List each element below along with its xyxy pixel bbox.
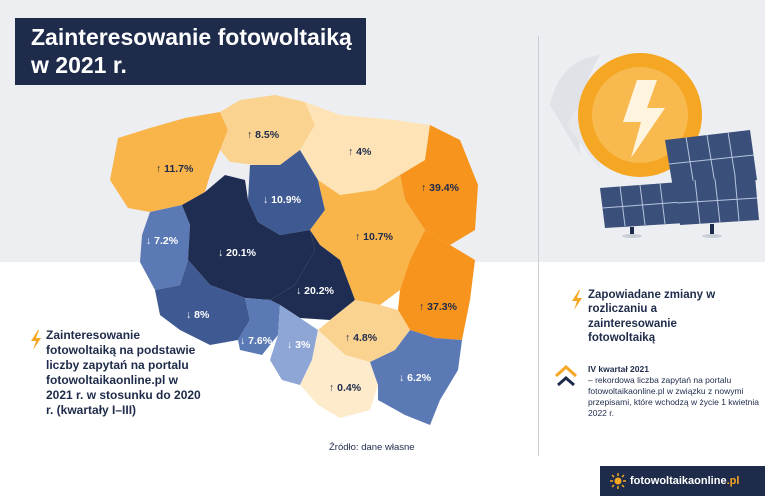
label-podkarpackie: ↓ 6.2% [399, 372, 432, 384]
region-dolnoslaskie [155, 260, 250, 345]
region-lubelskie [398, 230, 475, 340]
region-pomorskie [220, 95, 315, 165]
solar-panel-2 [600, 182, 685, 228]
label-zachodniopomorskie: ↑ 11.7% [156, 163, 194, 175]
label-mazowieckie: ↑ 10.7% [355, 231, 393, 243]
solar-panel-1 [665, 130, 757, 188]
region-zachodniopomorskie [110, 112, 228, 212]
source-note: Źródło: dane własne [329, 442, 415, 453]
right-note-text: Zapowiadane zmiany w rozliczaniu a zaint… [588, 289, 716, 345]
region-swietokrzyskie [318, 300, 410, 362]
divider-line [538, 36, 539, 456]
region-mazowieckie [310, 175, 425, 305]
page-title: Zainteresowanie fotowoltaiką w 2021 r. [15, 18, 366, 86]
label-lubuskie: ↓ 7.2% [146, 235, 179, 247]
label-lodzkie: ↓ 20.2% [296, 285, 334, 297]
label-podlaskie: ↑ 39.4% [421, 182, 459, 194]
label-malopolskie: ↑ 0.4% [329, 382, 362, 394]
lightning-bolt-icon [623, 80, 665, 158]
region-malopolskie [300, 330, 378, 418]
solar-illustration [550, 53, 759, 238]
region-lubuskie [140, 205, 190, 290]
lightning-bolt-icon [572, 290, 582, 310]
region-warminsko-mazurskie [300, 102, 430, 195]
label-lubelskie: ↑ 37.3% [419, 301, 457, 313]
brand-footer: fotowoltaikaonline.pl [600, 466, 765, 496]
lightning-bolt-icon [31, 330, 41, 350]
region-kujawsko-pomorskie [248, 150, 325, 235]
label-slaskie: ↓ 3% [287, 339, 311, 351]
title-line-1: Zainteresowanie fotowoltaiką [31, 24, 352, 50]
brand-text[interactable]: fotowoltaikaonline.pl [630, 466, 739, 496]
label-kujawsko-pomorskie: ↓ 10.9% [263, 194, 301, 206]
region-slaskie [270, 305, 318, 385]
sun-logo-icon [610, 473, 626, 489]
quarter-text: – rekordowa liczba zapytań na portalu fo… [588, 375, 760, 419]
title-line-2: w 2021 r. [31, 51, 127, 78]
double-chevron-up-icon [554, 364, 578, 387]
label-swietokrzyskie: ↑ 4.8% [345, 332, 378, 344]
region-opolskie [238, 298, 280, 355]
label-warminsko-mazurskie: ↑ 4% [348, 146, 372, 158]
label-dolnoslaskie: ↓ 8% [186, 309, 210, 321]
solar-panel-3 [675, 176, 759, 225]
brand-tld: .pl [726, 475, 740, 487]
label-pomorskie: ↑ 8.5% [247, 129, 280, 141]
region-wielkopolskie [182, 175, 315, 300]
label-wielkopolskie: ↓ 20.1% [218, 247, 256, 259]
label-opolskie: ↓ 7.6% [240, 335, 273, 347]
region-lodzkie [270, 230, 355, 320]
left-legend-text: Zainteresowanie fotowoltaiką na podstawi… [46, 328, 201, 417]
region-podlaskie [400, 125, 478, 245]
region-podkarpackie [370, 330, 462, 425]
poland-map [110, 95, 478, 425]
quarter-title: IV kwartał 2021 [588, 364, 649, 374]
brand-name: fotowoltaikaonline [630, 475, 727, 487]
